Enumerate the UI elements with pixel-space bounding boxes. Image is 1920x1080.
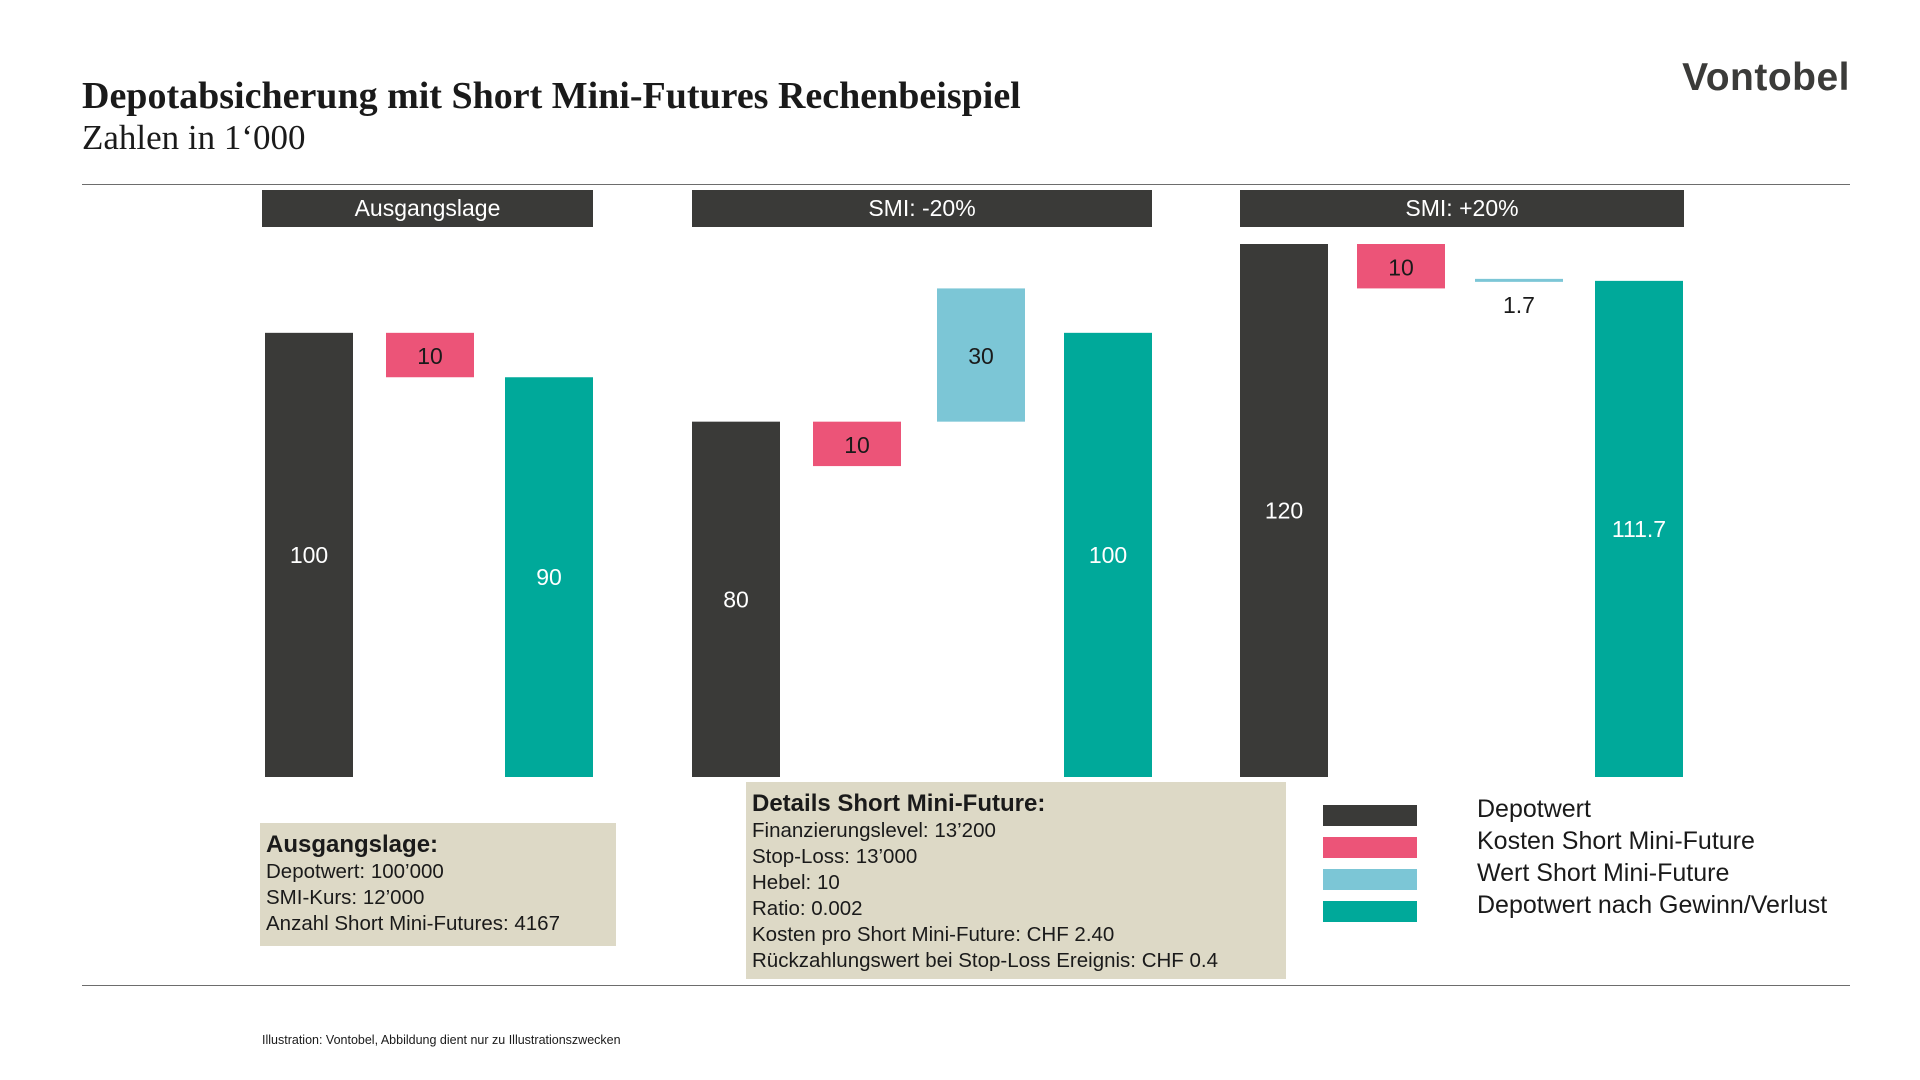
legend-label: Wert Short Mini-Future (1477, 859, 1730, 887)
info-box-heading: Ausgangslage: (266, 831, 439, 858)
info-box-line: Kosten pro Short Mini-Future: CHF 2.40 (752, 923, 1115, 946)
info-box-details: Details Short Mini-Future: Finanzierungs… (746, 782, 1286, 979)
bar-value-label: 80 (723, 586, 749, 612)
vontobel-logo: Vontobel (1682, 56, 1850, 99)
group-header-label: SMI: -20% (868, 195, 975, 221)
legend-swatch (1323, 837, 1417, 858)
info-box-line: Hebel: 10 (752, 871, 840, 894)
info-box-line: Ratio: 0.002 (752, 897, 863, 920)
group-header (692, 190, 1152, 227)
info-box-line: Rückzahlungswert bei Stop-Loss Ereignis:… (752, 949, 1219, 972)
bar-value-label: 100 (290, 542, 328, 568)
bar-value-label: 30 (968, 343, 994, 369)
bottom-divider (82, 985, 1850, 986)
info-box-line: Depotwert: 100’000 (266, 860, 444, 883)
bar-kosten-short-mini-future (386, 332, 474, 378)
bar-value-label: 111.7 (1612, 516, 1666, 542)
footnote: Illustration: Vontobel, Abbildung dient … (262, 1033, 621, 1047)
info-box-heading: Details Short Mini-Future: (752, 790, 1046, 817)
info-box-line: SMI-Kurs: 12’000 (266, 886, 425, 909)
legend-label: Depotwert nach Gewinn/Verlust (1477, 891, 1828, 919)
top-divider (82, 184, 1850, 185)
bar-value-label: 120 (1265, 498, 1303, 524)
info-box-ausgangslage: Ausgangslage: Depotwert: 100’000 SMI-Kur… (260, 823, 616, 946)
bar-kosten-short-mini-future (1357, 244, 1445, 289)
bar-value-label: 100 (1089, 542, 1127, 568)
group-header (262, 190, 593, 227)
group-header-label: Ausgangslage (355, 195, 501, 221)
bar-value-label: 90 (536, 564, 562, 590)
legend-label: Kosten Short Mini-Future (1477, 827, 1755, 855)
bar-depotwert (692, 421, 780, 777)
bar-kosten-short-mini-future (813, 421, 901, 467)
bar-value-label: 10 (844, 432, 870, 458)
info-box-line: Anzahl Short Mini-Futures: 4167 (266, 912, 560, 935)
bar-depotwert (265, 332, 353, 777)
info-box-line: Finanzierungslevel: 13’200 (752, 819, 996, 842)
bar-depotwert-nach-gewinn-verlust (1064, 332, 1152, 777)
bar-depotwert-nach-gewinn-verlust (505, 377, 593, 777)
legend-label: Depotwert (1477, 795, 1591, 823)
bar-wert-short-mini-future (1475, 278, 1563, 282)
bar-wert-short-mini-future (937, 288, 1025, 422)
info-box-line: Stop-Loss: 13’000 (752, 845, 918, 868)
legend-swatch (1323, 805, 1417, 826)
legend-swatch (1323, 901, 1417, 922)
bar-depotwert-nach-gewinn-verlust (1595, 280, 1683, 777)
page-subtitle: Zahlen in 1‘000 (82, 118, 306, 157)
legend-swatch (1323, 869, 1417, 890)
group-header (1240, 190, 1684, 227)
bar-value-label: 10 (417, 343, 443, 369)
page-title: Depotabsicherung mit Short Mini-Futures … (82, 75, 1021, 117)
bar-value-label: 1.7 (1503, 292, 1535, 318)
bar-value-label: 10 (1388, 254, 1414, 280)
group-header-label: SMI: +20% (1405, 195, 1518, 221)
bar-depotwert (1240, 244, 1328, 777)
